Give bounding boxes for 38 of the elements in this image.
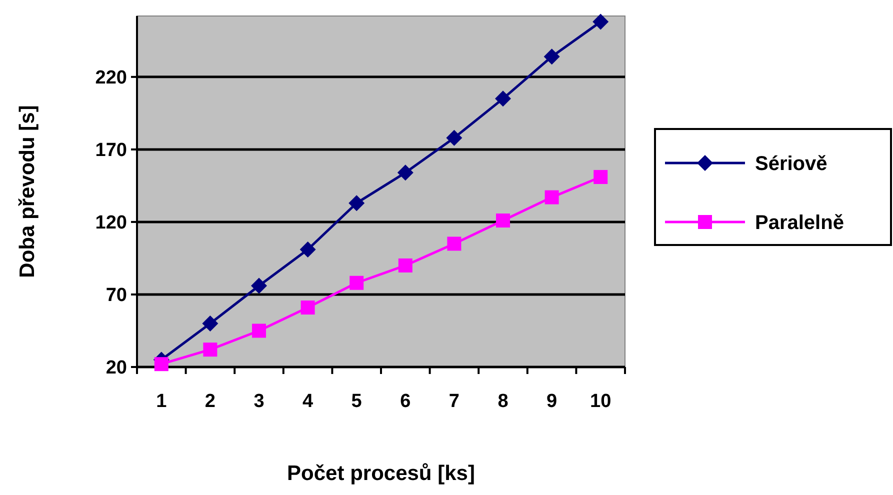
y-tick-label: 220 [95, 68, 127, 89]
point [544, 190, 559, 204]
x-tick-label: 7 [448, 391, 460, 412]
point [251, 278, 267, 294]
point [446, 130, 462, 146]
point [300, 242, 316, 258]
point [447, 236, 462, 251]
x-tick-label: 6 [400, 391, 411, 412]
y-tick-label: 120 [95, 212, 127, 234]
x-tick-label: 9 [546, 391, 558, 412]
x-tick-label: 1 [156, 391, 168, 412]
point [496, 214, 510, 228]
legend-label: Sériově [755, 153, 828, 175]
point [203, 342, 218, 357]
point [348, 195, 365, 212]
x-tick-label: 5 [351, 391, 362, 412]
point [350, 276, 364, 290]
point [398, 258, 412, 272]
point [594, 170, 608, 184]
x-tick-label: 2 [204, 391, 216, 412]
legend-label: Paralelně [755, 212, 844, 234]
y-tick-label: 170 [95, 140, 127, 162]
y-tick-label: 20 [106, 358, 127, 379]
x-axis-title: Počet procesů [ks] [287, 462, 475, 485]
point [252, 324, 266, 338]
x-tick-label: 4 [302, 391, 314, 412]
y-tick-label: 70 [106, 285, 127, 306]
y-axis-title: Doba převodu [s] [16, 105, 39, 278]
point [495, 90, 511, 107]
point [300, 300, 315, 315]
point [592, 14, 609, 30]
point [544, 48, 560, 65]
x-tick-label: 8 [498, 391, 508, 412]
point [397, 164, 414, 181]
point [202, 315, 218, 332]
x-tick-label: 3 [254, 391, 264, 412]
point [154, 357, 168, 372]
x-tick-label: 10 [590, 391, 612, 412]
